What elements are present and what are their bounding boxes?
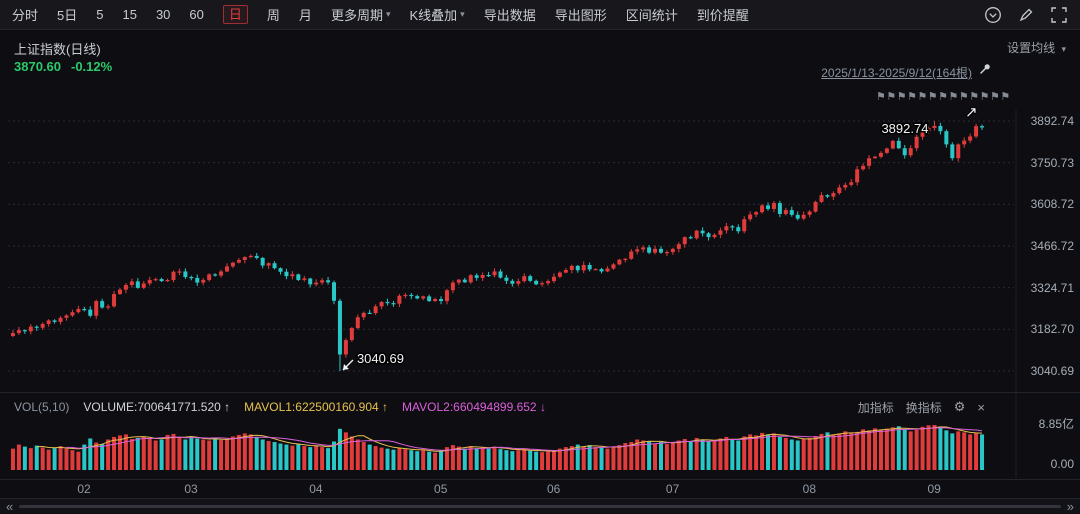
close-icon[interactable]: × xyxy=(977,399,985,415)
tab-60min[interactable]: 60 xyxy=(189,7,204,22)
ma-settings-button[interactable]: 设置均线 ▾ xyxy=(1007,41,1066,55)
tab-30min[interactable]: 30 xyxy=(155,7,171,22)
price-axis-label: 3750.73 xyxy=(1030,155,1074,170)
scrollbar-track[interactable] xyxy=(19,504,1061,508)
menu-more-periods[interactable]: 更多周期 ▾ xyxy=(330,8,391,23)
volume-panel-header: VOL(5,10) VOLUME:700641771.520 ↑ MAVOL1:… xyxy=(0,398,1080,416)
volume-axis-min: 0.00 xyxy=(1050,457,1074,471)
tab-daily[interactable]: 日 xyxy=(222,5,248,24)
toolbar-right-icons xyxy=(984,6,1068,24)
month-label: 09 xyxy=(927,482,941,496)
add-indicator-button[interactable]: 加指标 xyxy=(857,400,894,415)
up-arrow-icon: ↑ xyxy=(224,400,231,414)
mavol2-value: MAVOL2:660494899.652 ↓ xyxy=(402,400,546,414)
chart-scrollbar: « » xyxy=(0,498,1080,513)
volume-panel-divider xyxy=(0,392,1080,393)
volume-axis-max: 8.85亿 xyxy=(1038,417,1074,431)
mavol2-line xyxy=(66,427,983,451)
mavol1-value: MAVOL1:622500160.904 ↑ xyxy=(244,400,389,414)
price-axis-label: 3466.72 xyxy=(1030,239,1074,253)
scroll-right-button[interactable]: » xyxy=(1066,498,1074,514)
high-price-annotation: 3892.74 xyxy=(881,121,928,136)
month-label: 04 xyxy=(309,482,323,496)
tab-monthly[interactable]: 月 xyxy=(298,8,312,23)
event-marker-icons[interactable]: ⚑⚑⚑⚑⚑⚑⚑⚑⚑⚑⚑⚑⚑ xyxy=(876,91,1011,103)
time-axis-divider xyxy=(0,479,1080,480)
button-price-alert[interactable]: 到价提醒 xyxy=(696,8,749,23)
price-axis-label: 3608.72 xyxy=(1030,197,1074,212)
scrollbar-thumb[interactable] xyxy=(19,504,1061,508)
menu-kline-overlay[interactable]: K线叠加 ▾ xyxy=(409,8,465,23)
button-export-image[interactable]: 导出图形 xyxy=(554,8,607,23)
draw-pen-icon[interactable] xyxy=(1017,6,1035,24)
instrument-title: 上证指数(日线) xyxy=(14,42,101,57)
button-export-data[interactable]: 导出数据 xyxy=(483,8,536,23)
price-axis-label: 3182.70 xyxy=(1030,322,1074,337)
month-label: 07 xyxy=(665,482,680,496)
tab-timeline[interactable]: 分时 xyxy=(12,8,39,23)
fullscreen-icon[interactable] xyxy=(1050,6,1068,24)
top-toolbar: 分时 5日 5 15 30 60 日 周 月 更多周期 ▾ K线叠加 ▾ 导出数据 导出图形 区间统计 到价提醒 xyxy=(0,0,1080,30)
tab-5day[interactable]: 5日 xyxy=(57,8,78,23)
volume-panel-actions: 加指标 换指标 ⚙ × xyxy=(858,399,985,416)
chart-region: 3040.69 3892.74 ↗ 上证指数(日线) 设置均线 ▾ 3870.60-… xyxy=(0,30,1080,513)
period-tabs: 分时 5日 5 15 30 60 日 周 月 更多周期 ▾ K线叠加 ▾ 导出数据 导出图形 区间统计 到价提醒 xyxy=(12,5,749,24)
trend-arrow-annotation: ↗ xyxy=(965,104,978,121)
switch-indicator-button[interactable]: 换指标 xyxy=(905,400,942,415)
price-axis-label: 3324.71 xyxy=(1030,280,1074,295)
candles xyxy=(10,121,985,371)
vol-indicator-label: VOL(5,10) xyxy=(14,400,70,414)
scroll-left-button[interactable]: « xyxy=(6,498,14,514)
collapse-circle-icon[interactable] xyxy=(984,6,1002,24)
pin-icon[interactable] xyxy=(978,62,992,81)
volume-bars xyxy=(10,425,985,470)
chevron-down-icon: ▾ xyxy=(1061,44,1066,54)
chevron-down-icon: ▾ xyxy=(385,9,391,19)
button-range-stats[interactable]: 区间统计 xyxy=(625,8,678,23)
tab-5min[interactable]: 5 xyxy=(96,7,104,22)
grid xyxy=(8,110,1017,478)
annotations: 3040.69 3892.74 ↗ xyxy=(342,103,979,371)
month-label: 05 xyxy=(434,482,448,496)
candlestick-chart[interactable]: 3040.69 3892.74 ↗ xyxy=(0,30,1080,513)
volume-value: VOLUME:700641771.520 ↑ xyxy=(83,400,231,414)
price-axis-label: 3892.74 xyxy=(1030,114,1074,128)
tab-15min[interactable]: 15 xyxy=(122,7,137,22)
tab-weekly[interactable]: 周 xyxy=(266,8,280,23)
month-label: 02 xyxy=(77,482,91,496)
month-label: 08 xyxy=(802,482,816,496)
change-percent: -0.12% xyxy=(71,59,113,74)
date-range-link[interactable]: 2025/1/13-2025/9/12(164根) xyxy=(821,66,972,80)
low-price-annotation: 3040.69 xyxy=(357,351,404,366)
down-arrow-icon: ↓ xyxy=(539,400,546,414)
price-axis-label: 3040.69 xyxy=(1030,364,1074,378)
gear-icon[interactable]: ⚙ xyxy=(953,399,966,414)
price-readout: 3870.60 -0.12% xyxy=(14,59,122,74)
month-label: 03 xyxy=(184,482,198,496)
up-arrow-icon: ↑ xyxy=(382,400,389,414)
chevron-down-icon: ▾ xyxy=(460,9,465,19)
month-label: 06 xyxy=(547,482,561,496)
last-price: 3870.60 xyxy=(14,59,61,74)
